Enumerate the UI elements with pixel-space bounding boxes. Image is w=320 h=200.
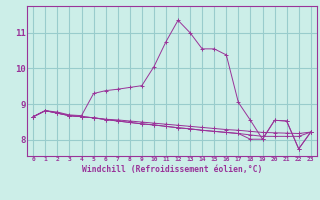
X-axis label: Windchill (Refroidissement éolien,°C): Windchill (Refroidissement éolien,°C) [82,165,262,174]
